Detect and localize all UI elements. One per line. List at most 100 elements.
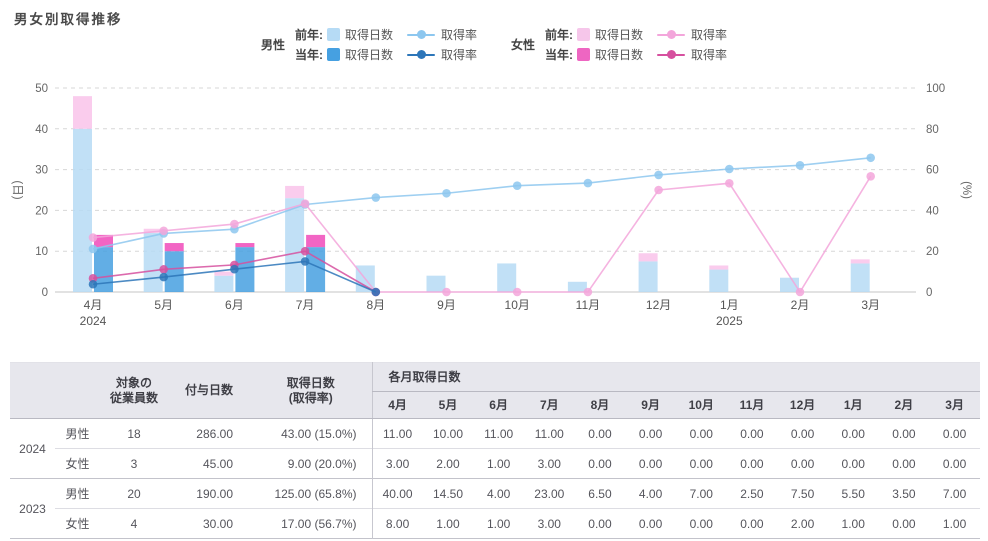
column-header: 取得日数 (取得率): [250, 362, 372, 419]
bar-prev-female: [709, 265, 729, 270]
legend-row: 当年: 取得日数 取得率: [295, 46, 477, 63]
monthly-days-cell: 0.00: [574, 448, 626, 479]
page-title: 男女別取得推移: [14, 12, 123, 27]
x-axis-year-label: 2025: [716, 314, 743, 328]
bar-prev-male: [709, 269, 729, 292]
monthly-days-cell: 0.00: [777, 448, 828, 479]
month-header: 11月: [726, 391, 778, 419]
monthly-days-cell: 6.50: [574, 478, 626, 509]
taken-days-cell: 125.00 (65.8%): [250, 478, 372, 509]
right-axis-tick: 80: [926, 124, 939, 136]
monthly-days-cell: 8.00: [371, 508, 423, 539]
bar-prev-male: [780, 277, 799, 292]
rate-point: [866, 172, 875, 181]
rate-point: [300, 199, 310, 208]
monthly-days-cell: 7.50: [777, 478, 828, 509]
monthly-days-cell: 1.00: [422, 508, 474, 539]
legend-rate-label: 取得率: [440, 48, 477, 62]
monthly-days-cell: 4.00: [625, 478, 676, 509]
table-row: 2023 男性 20 190.00 125.00 (65.8%) 40.00 14.50 4.…: [10, 478, 980, 539]
employee-count-cell: 20: [100, 478, 168, 509]
monthly-days-cell: 3.00: [371, 448, 423, 479]
bar-curr-female: [164, 243, 184, 252]
monthly-days-cell: 0.00: [675, 418, 727, 449]
legend-days-label: 取得日数: [595, 28, 644, 42]
monthly-days-cell: 0.00: [777, 418, 828, 449]
legend-group-label: 男性: [260, 38, 285, 52]
table-row: 2024 男性 18 286.00 43.00 (15.0%) 11.00 10.00 11.…: [10, 418, 980, 479]
gender-cell: 女性: [55, 508, 100, 539]
legend-rate-label: 取得率: [440, 28, 477, 42]
rate-point: [88, 279, 98, 289]
x-axis-label: 3月: [861, 298, 880, 312]
legend-year-label: 前年:: [545, 28, 574, 42]
x-axis-label: 1月: [720, 298, 739, 312]
monthly-days-cell: 11.00: [371, 418, 423, 449]
legend-year-label: 当年:: [545, 48, 574, 62]
employee-count-cell: 4: [100, 508, 168, 539]
rate-point: [88, 274, 98, 283]
x-axis-label: 10月: [505, 298, 530, 312]
rate-point: [371, 193, 381, 202]
legend-group-label: 女性: [511, 38, 536, 52]
taken-days-cell: 17.00 (56.7%): [250, 508, 372, 539]
monthly-days-cell: 1.00: [473, 508, 524, 539]
monthly-days-cell: 0.00: [878, 508, 930, 539]
rate-point: [230, 264, 239, 274]
month-header: 12月: [777, 391, 828, 419]
bar-prev-female: [73, 96, 92, 129]
bar-prev-male: [73, 128, 92, 292]
monthly-days-cell: 11.00: [473, 418, 524, 449]
chart-legend: 男性 前年: 取得日数 取得率 当年: 取得日数 取得率 女性 前年: 取得日数 取得率 当年: 取得日…: [0, 26, 988, 63]
monthly-days-cell: 7.00: [929, 478, 980, 509]
granted-days-cell: 190.00: [168, 478, 250, 509]
monthly-days-cell: 1.00: [929, 508, 980, 539]
gender-cell: 女性: [55, 448, 100, 479]
x-axis-label: 12月: [646, 298, 671, 312]
monthly-days-cell: 0.00: [574, 418, 626, 449]
left-axis-tick: 30: [35, 165, 48, 177]
granted-days-cell: 286.00: [168, 418, 250, 449]
monthly-days-cell: 0.00: [878, 448, 930, 479]
rate-point: [725, 164, 734, 174]
x-axis-year-label: 2024: [80, 314, 107, 328]
x-axis-label: 4月: [84, 298, 103, 312]
granted-days-cell: 30.00: [168, 508, 250, 539]
rate-point: [88, 233, 98, 242]
legend-row: 当年: 取得日数 取得率: [545, 46, 727, 63]
rate-point: [442, 287, 451, 297]
month-header: 9月: [625, 391, 676, 419]
rate-point: [300, 246, 310, 256]
monthly-days-cell: 0.00: [625, 508, 676, 539]
right-axis-tick: 100: [926, 83, 945, 95]
bar-prev-male: [143, 232, 163, 292]
monthly-days-cell: 0.00: [675, 448, 727, 479]
left-axis-name: (日): [11, 180, 23, 199]
left-axis-tick: 10: [35, 246, 48, 258]
bar-curr-male: [306, 247, 326, 292]
left-axis-tick: 0: [42, 287, 48, 299]
legend-group: 男性 前年: 取得日数 取得率 当年: 取得日数 取得率: [261, 26, 477, 63]
monthly-days-cell: 0.00: [675, 508, 727, 539]
x-axis-label: 9月: [437, 298, 456, 312]
x-axis-label: 7月: [296, 298, 315, 312]
legend-row: 前年: 取得日数 取得率: [545, 26, 727, 43]
gender-cell: 男性: [55, 418, 100, 449]
monthly-days-cell: 0.00: [726, 448, 778, 479]
legend-group: 女性 前年: 取得日数 取得率 当年: 取得日数 取得率: [511, 26, 727, 63]
bar-swatch-icon: [326, 28, 340, 41]
monthly-days-cell: 0.00: [827, 418, 879, 449]
monthly-days-cell: 3.50: [878, 478, 930, 509]
monthly-days-cell: 0.00: [625, 418, 676, 449]
rate-point: [583, 287, 593, 297]
right-axis-tick: 20: [926, 246, 939, 258]
monthly-days-cell: 0.00: [625, 448, 676, 479]
bar-prev-female: [638, 253, 658, 262]
legend-year-label: 当年:: [294, 48, 323, 62]
monthly-days-cell: 0.00: [929, 448, 980, 479]
rate-point: [512, 287, 522, 297]
month-header: 4月: [371, 391, 423, 419]
column-header: 付与日数: [168, 362, 250, 419]
left-axis-tick: 40: [35, 124, 48, 136]
